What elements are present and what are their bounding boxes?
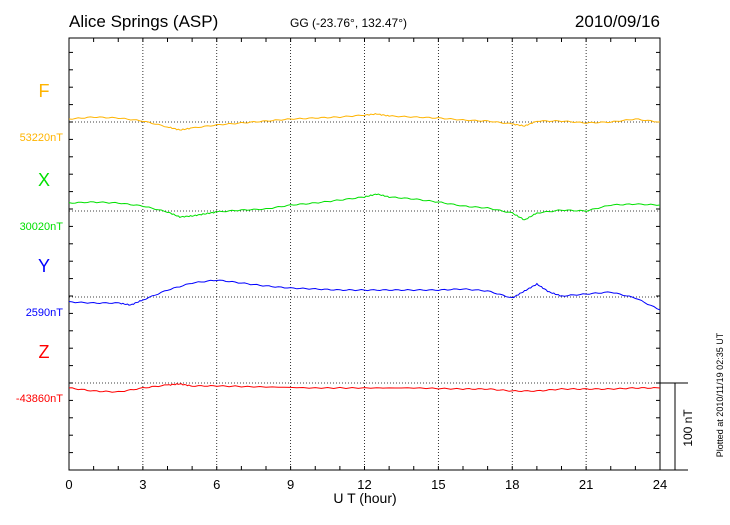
chart-date: 2010/09/16 <box>575 12 660 31</box>
scale-bar-label: 100 nT <box>681 409 695 447</box>
x-tick-label: 6 <box>213 477 220 492</box>
baseline-value-f: 53220nT <box>20 132 64 144</box>
x-tick-label: 15 <box>431 477 445 492</box>
baseline-value-x: 30020nT <box>20 221 64 233</box>
series-line-z <box>68 383 661 393</box>
baseline-value-y: 2590nT <box>26 307 64 319</box>
series-name-f: F <box>39 81 50 101</box>
x-tick-label: 12 <box>357 477 371 492</box>
baseline-value-z: -43860nT <box>16 393 63 405</box>
series-name-y: Y <box>38 256 50 276</box>
x-tick-label: 24 <box>653 477 667 492</box>
series-line-f <box>68 113 661 131</box>
x-tick-label: 18 <box>505 477 519 492</box>
series-name-x: X <box>38 170 50 190</box>
x-tick-label: 21 <box>579 477 593 492</box>
x-tick-label: 9 <box>287 477 294 492</box>
series-name-z: Z <box>39 342 50 362</box>
chart-subtitle: GG (-23.76°, 132.47°) <box>290 16 407 30</box>
plot-footnote: Plotted at 2010/11/19 02:35 UT <box>715 332 725 457</box>
x-tick-label: 3 <box>139 477 146 492</box>
series-line-x <box>68 193 661 221</box>
x-tick-label: 0 <box>65 477 72 492</box>
series-line-y <box>68 279 661 311</box>
chart-title: Alice Springs (ASP) <box>69 12 218 31</box>
x-axis-label: U T (hour) <box>333 490 396 506</box>
